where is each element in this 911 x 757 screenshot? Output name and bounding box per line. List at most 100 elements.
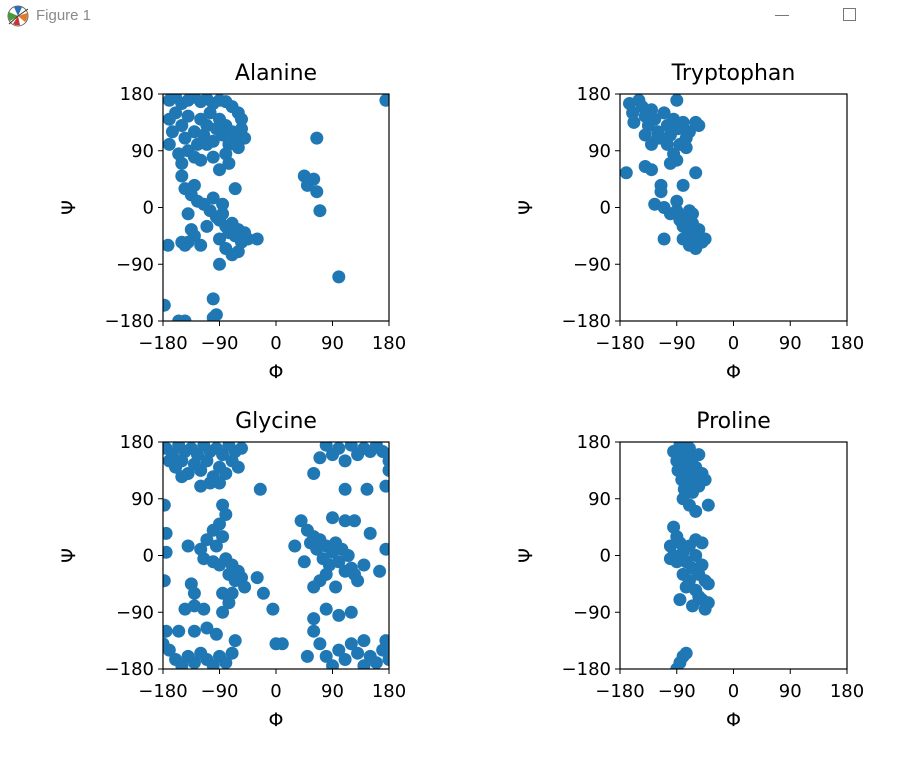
data-point bbox=[682, 125, 696, 139]
data-point bbox=[620, 166, 633, 180]
y-tick-label: −180 bbox=[105, 659, 154, 680]
data-point bbox=[307, 612, 321, 626]
data-point bbox=[376, 445, 389, 458]
data-point bbox=[206, 292, 220, 306]
subplot-title: Proline bbox=[696, 409, 771, 434]
data-point bbox=[344, 605, 358, 619]
data-point bbox=[660, 137, 674, 151]
x-tick-label: 0 bbox=[728, 681, 739, 702]
x-tick-label: −90 bbox=[201, 333, 239, 354]
x-tick-label: 0 bbox=[270, 681, 281, 702]
data-point bbox=[313, 204, 327, 218]
x-axis-label: Φ bbox=[726, 361, 741, 383]
data-point bbox=[172, 624, 186, 638]
data-point bbox=[332, 270, 346, 284]
data-point bbox=[219, 467, 233, 480]
data-point bbox=[695, 536, 709, 550]
x-tick-label: 90 bbox=[321, 681, 344, 702]
data-point bbox=[165, 125, 179, 139]
data-point bbox=[689, 504, 703, 518]
data-point bbox=[332, 643, 346, 657]
x-tick-label: 0 bbox=[728, 333, 739, 354]
data-point bbox=[382, 463, 389, 477]
data-point bbox=[200, 621, 214, 635]
data-points bbox=[620, 94, 712, 255]
data-point bbox=[701, 577, 715, 591]
data-point bbox=[191, 137, 204, 151]
data-point bbox=[163, 643, 176, 657]
y-axis-label: Ψ bbox=[58, 548, 80, 563]
data-point bbox=[310, 185, 324, 199]
data-points bbox=[163, 442, 389, 669]
data-point bbox=[701, 498, 715, 512]
x-tick-label: −180 bbox=[138, 333, 187, 354]
data-point bbox=[175, 169, 189, 183]
matplotlib-figure-icon bbox=[7, 5, 29, 27]
data-point bbox=[178, 131, 192, 145]
y-tick-label: −180 bbox=[562, 659, 611, 680]
data-point bbox=[363, 526, 377, 540]
data-point bbox=[235, 112, 248, 126]
data-point bbox=[169, 106, 183, 120]
data-point bbox=[326, 511, 339, 525]
x-axis-label: Φ bbox=[269, 709, 284, 731]
data-point bbox=[294, 514, 308, 528]
data-point bbox=[679, 141, 693, 155]
subplot-tryptophan: −180 −90 0 90 180 180 90 0 −90 −180 Tryptophan Φ Ψ bbox=[515, 61, 864, 383]
data-point bbox=[222, 156, 236, 170]
data-point bbox=[657, 106, 671, 120]
data-point bbox=[213, 257, 226, 271]
data-point bbox=[238, 131, 252, 145]
data-point bbox=[348, 514, 361, 528]
x-tick-label: 90 bbox=[321, 333, 344, 354]
data-point bbox=[175, 235, 189, 249]
data-point bbox=[698, 473, 712, 487]
data-point bbox=[698, 232, 712, 246]
minimize-button[interactable] bbox=[762, 2, 802, 30]
data-point bbox=[379, 479, 389, 493]
maximize-button[interactable] bbox=[830, 2, 870, 30]
data-point bbox=[231, 141, 245, 155]
data-point bbox=[369, 656, 383, 669]
data-point bbox=[216, 197, 230, 211]
data-point bbox=[676, 115, 690, 129]
data-point bbox=[319, 649, 333, 663]
data-point bbox=[689, 549, 703, 562]
data-point bbox=[222, 596, 236, 610]
data-point bbox=[682, 574, 696, 588]
data-point bbox=[351, 646, 365, 660]
data-point bbox=[701, 596, 715, 610]
data-point bbox=[175, 156, 189, 170]
data-point bbox=[379, 542, 389, 556]
data-point bbox=[307, 467, 321, 480]
data-point bbox=[181, 207, 195, 221]
data-point bbox=[231, 460, 245, 474]
x-axis-label: Φ bbox=[269, 361, 284, 383]
data-point bbox=[686, 599, 699, 613]
data-point bbox=[225, 646, 239, 660]
data-point bbox=[181, 109, 195, 123]
data-point bbox=[275, 637, 289, 651]
data-point bbox=[673, 593, 687, 607]
subplot-alanine: −180 −90 0 90 180 180 90 0 −90 −180 Alanine Φ Ψ bbox=[58, 61, 406, 383]
data-point bbox=[626, 106, 640, 120]
maximize-icon bbox=[843, 8, 856, 21]
data-point bbox=[163, 298, 171, 312]
data-point bbox=[194, 153, 208, 167]
data-point bbox=[313, 451, 327, 465]
x-tick-label: 180 bbox=[830, 333, 864, 354]
x-tick-label: −180 bbox=[595, 333, 644, 354]
x-tick-label: −180 bbox=[595, 681, 644, 702]
y-tick-label: −90 bbox=[116, 254, 154, 275]
plot-background bbox=[620, 442, 847, 669]
data-point bbox=[686, 207, 699, 221]
window-title: Figure 1 bbox=[36, 7, 92, 24]
data-point bbox=[228, 182, 242, 196]
data-point bbox=[679, 646, 693, 660]
data-point bbox=[379, 94, 389, 107]
y-tick-label: −90 bbox=[573, 602, 611, 623]
data-point bbox=[307, 580, 321, 594]
data-point bbox=[689, 242, 703, 255]
data-point bbox=[200, 137, 214, 151]
